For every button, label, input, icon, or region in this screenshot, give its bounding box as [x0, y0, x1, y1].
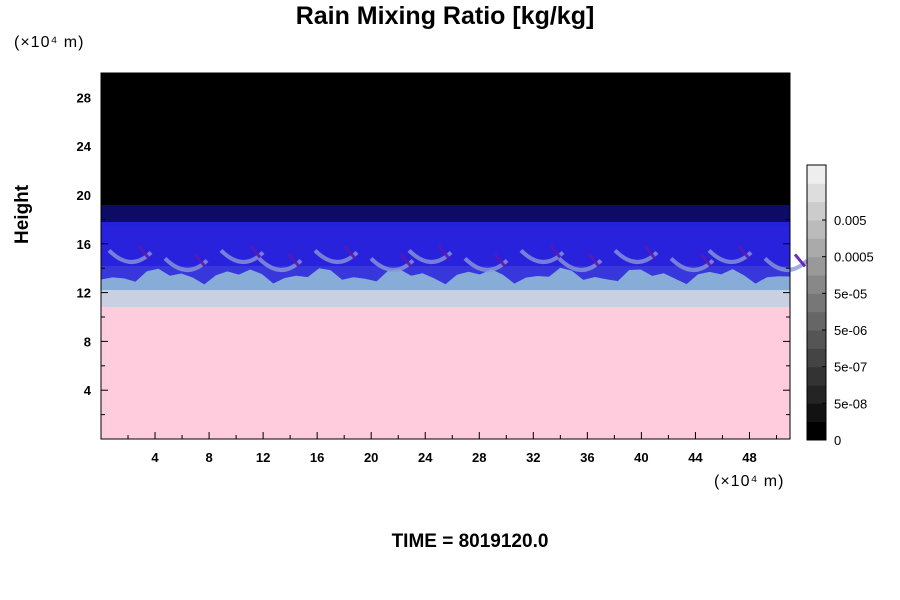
- purple-streak: [399, 253, 413, 268]
- colorbar-swatch: [807, 293, 826, 313]
- time-label: TIME = 8019120.0: [391, 531, 549, 552]
- x-tick-label: 36: [580, 450, 594, 465]
- colorbar-label: 5e-06: [834, 323, 867, 338]
- y-tick-label: 8: [84, 334, 91, 349]
- x-tick-label: 28: [472, 450, 486, 465]
- colorbar-label: 0: [834, 433, 841, 448]
- purple-streak: [643, 245, 657, 260]
- colorbar-label: 0.005: [834, 213, 867, 228]
- colorbar-swatch: [807, 238, 826, 258]
- x-tick-label: 24: [418, 450, 433, 465]
- y-tick-label: 24: [77, 139, 92, 154]
- x-tick-label: 4: [151, 450, 159, 465]
- purple-streak: [737, 245, 751, 260]
- purple-streak: [493, 253, 507, 268]
- colorbar-swatch: [807, 366, 826, 386]
- colorbar-swatch: [807, 165, 826, 184]
- purple-streak: [137, 245, 151, 260]
- colorbar-swatch: [807, 311, 826, 331]
- purple-streak: [287, 253, 301, 268]
- purple-streak: [549, 245, 563, 260]
- purple-streak: [699, 253, 713, 268]
- purple-streak: [437, 245, 451, 260]
- colorbar-swatch: [807, 220, 826, 239]
- colorbar-frame: [806, 164, 827, 441]
- y-tick-label: 16: [77, 237, 91, 252]
- y-tick-label: 20: [77, 188, 91, 203]
- x-tick-label: 32: [526, 450, 540, 465]
- x-tick-label: 48: [742, 450, 756, 465]
- purple-streak: [193, 253, 207, 268]
- heatmap-field: [101, 73, 809, 439]
- x-tick-label: 44: [688, 450, 703, 465]
- colorbar-swatch: [807, 348, 826, 368]
- turbulence-band: [101, 226, 809, 285]
- colorbar-label: 5e-07: [834, 360, 867, 375]
- colorbar-label: 5e-05: [834, 286, 867, 301]
- purple-streak: [249, 245, 263, 260]
- colorbar-label: 5e-08: [834, 396, 867, 411]
- colorbar-swatch: [807, 403, 826, 423]
- colorbar-swatch: [807, 275, 826, 294]
- x-tick-label: 8: [205, 450, 212, 465]
- colorbar-swatch: [807, 330, 826, 349]
- purple-streak: [793, 253, 807, 268]
- x-tick-label: 12: [256, 450, 270, 465]
- colorbar-swatch: [807, 201, 826, 221]
- x-axis-unit: (×10⁴ m): [714, 473, 785, 490]
- x-tick-label: 16: [310, 450, 324, 465]
- purple-streak: [343, 245, 357, 260]
- colorbar-swatch: [807, 385, 826, 404]
- y-tick-label: 12: [77, 286, 91, 301]
- colorbar: 0 5e-08 5e-07 5e-06 5e-05 0.0005 0.005: [806, 164, 874, 448]
- x-tick-label: 20: [364, 450, 378, 465]
- colorbar-swatch: [807, 421, 826, 441]
- y-tick-label: 28: [77, 90, 91, 105]
- colorbar-swatch: [807, 183, 826, 203]
- colorbar-label: 0.0005: [834, 250, 874, 265]
- y-tick-label: 4: [84, 383, 92, 398]
- x-tick-label: 40: [634, 450, 648, 465]
- plot-frame: [100, 72, 791, 440]
- y-axis-unit: (×10⁴ m): [14, 34, 85, 51]
- chart-title: Rain Mixing Ratio [kg/kg]: [295, 2, 595, 30]
- colorbar-swatch: [807, 256, 826, 276]
- purple-streak: [587, 253, 601, 268]
